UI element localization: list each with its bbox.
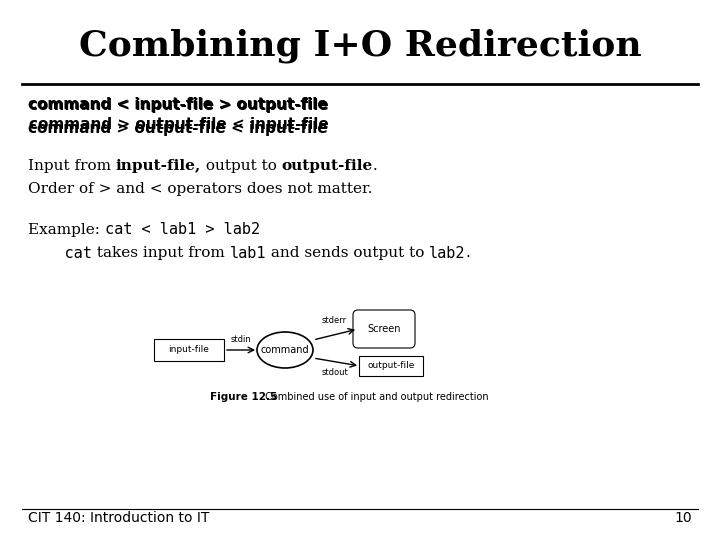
Text: stdin: stdin [230,335,251,344]
Text: stderr: stderr [321,316,346,325]
Text: Screen: Screen [367,324,401,334]
Text: Example:: Example: [28,223,105,237]
Text: Example:: Example: [28,223,105,237]
Ellipse shape [257,332,313,368]
Text: command < input-file > output-file: command < input-file > output-file [28,98,328,112]
Text: Figure 12.5: Figure 12.5 [210,392,277,402]
Text: stdout: stdout [322,368,348,377]
Text: command: command [261,345,310,355]
Text: command > output-file < input-file: command > output-file < input-file [29,117,328,132]
FancyBboxPatch shape [353,310,415,348]
FancyBboxPatch shape [359,356,423,376]
Text: .: . [466,246,470,260]
Text: Combining I+O Redirection: Combining I+O Redirection [78,29,642,63]
Text: lab2: lab2 [429,246,466,260]
Text: input-file: input-file [168,346,210,354]
Text: and sends output to: and sends output to [266,246,429,260]
Text: Combined use of input and output redirection: Combined use of input and output redirec… [262,392,489,402]
Text: cat: cat [28,246,92,260]
Text: command > output-file < input-file: command > output-file < input-file [28,122,328,137]
Text: takes input from: takes input from [92,246,230,260]
Text: 10: 10 [675,511,692,525]
Text: output-file: output-file [282,159,373,173]
Text: output-file: output-file [367,361,415,370]
Text: CIT 140: Introduction to IT: CIT 140: Introduction to IT [28,511,210,525]
Text: lab1: lab1 [230,246,266,260]
FancyBboxPatch shape [154,339,224,361]
Text: .: . [373,159,378,173]
Text: Order of > and < operators does not matter.: Order of > and < operators does not matt… [28,182,372,196]
Text: output to: output to [201,159,282,173]
Text: command < input-file > output-file: command < input-file > output-file [29,98,328,113]
Text: cat < lab1 > lab2: cat < lab1 > lab2 [105,222,260,238]
Text: input-file,: input-file, [116,159,201,173]
Text: Input from: Input from [28,159,116,173]
